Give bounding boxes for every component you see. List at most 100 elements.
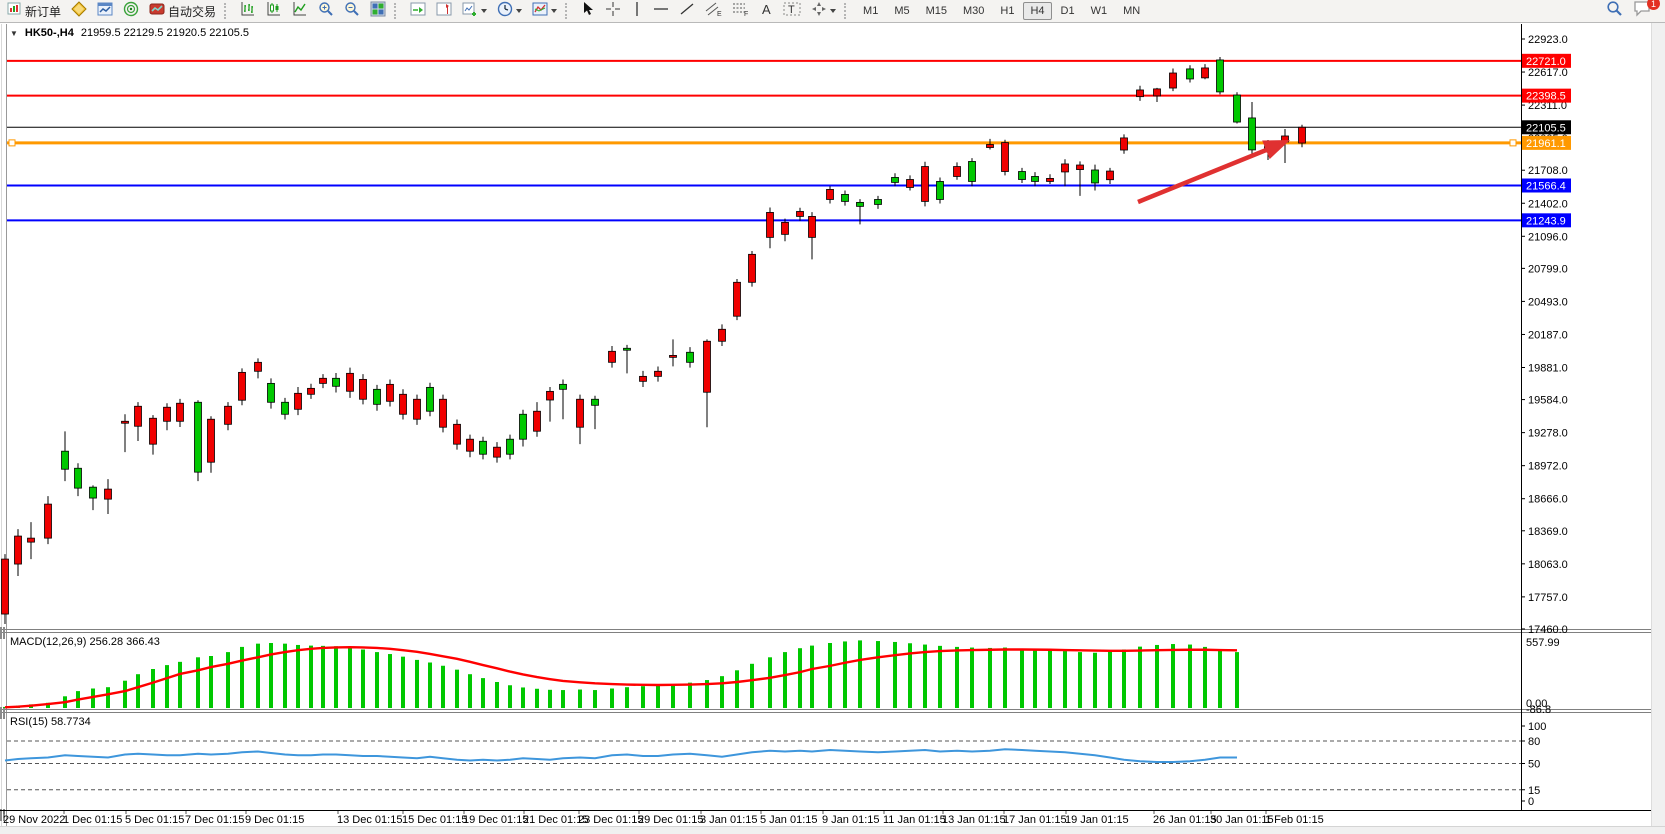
candlestick (623, 347, 631, 351)
price-axis-tick-label: 22311.0 (1528, 100, 1567, 112)
macd-histogram-bar (178, 661, 182, 708)
panel-resize-grip[interactable] (3, 627, 5, 639)
autotrading-button[interactable]: 自动交易 (145, 0, 220, 22)
new-chart-button[interactable] (458, 0, 491, 22)
toolbar-grip (394, 3, 401, 19)
time-axis-label: 19 Dec 01:15 (463, 814, 528, 826)
candlestick (519, 413, 527, 440)
timeframe-M30[interactable]: M30 (963, 5, 985, 17)
timeframe-H1[interactable]: H1 (1000, 5, 1015, 17)
price-axis-tick-label: 18666.0 (1528, 494, 1568, 506)
macd-histogram-bar (828, 643, 832, 708)
timeframe-M5[interactable]: M5 (894, 5, 910, 17)
panel-resize-grip[interactable] (0, 627, 2, 639)
text-label-icon: T (783, 1, 801, 22)
macd-histogram-bar (1203, 646, 1207, 708)
candlestick (654, 370, 662, 377)
macd-histogram-bar (810, 645, 814, 708)
candlestick (766, 212, 774, 238)
panel-resize-grip[interactable] (0, 809, 2, 821)
macd-histogram-bar (610, 688, 614, 708)
panel-resize-grip[interactable] (0, 707, 2, 719)
data-window-button[interactable] (93, 0, 117, 22)
rsi-indicator-label: RSI(15) 58.7734 (10, 716, 91, 728)
arrows-tool-button[interactable] (807, 0, 840, 22)
panel-resize-grip[interactable] (3, 809, 5, 821)
equidistant-channel-tool-button[interactable]: E (701, 0, 726, 22)
vertical-scrollbar[interactable] (1651, 23, 1665, 834)
chat-button[interactable]: 1 (1629, 0, 1660, 22)
price-axis-tick-label: 20799.0 (1528, 263, 1568, 275)
candlestick-mode-button[interactable] (262, 0, 286, 22)
time-axis-label: 15 Dec 01:15 (402, 814, 467, 826)
candlestick (207, 418, 215, 463)
templates-button[interactable] (528, 0, 561, 22)
bar-chart-mode-button[interactable] (236, 0, 260, 22)
hline-handle[interactable] (1509, 139, 1517, 147)
price-axis-tick-label: 19584.0 (1528, 395, 1568, 407)
price-axis-tick-label: 20187.0 (1528, 329, 1568, 341)
crosshair-tool-button[interactable] (601, 0, 625, 22)
candlestick (267, 382, 275, 403)
horizontal-line-icon (653, 2, 669, 20)
zoom-out-button[interactable] (340, 0, 364, 22)
text-tool-button[interactable]: A (755, 0, 777, 22)
macd-histogram-bar (1218, 649, 1222, 708)
market-watch-icon (71, 0, 87, 22)
macd-histogram-bar (893, 641, 897, 708)
candlestick (639, 375, 647, 382)
macd-histogram-bar (91, 688, 95, 708)
label-tool-button[interactable]: T (779, 0, 805, 22)
market-watch-button[interactable] (67, 0, 91, 22)
collapse-ohlc-toggle[interactable]: ▼ (10, 28, 18, 38)
toolbar-grip (224, 3, 231, 19)
new-order-button[interactable]: 新订单 (3, 0, 65, 22)
line-chart-mode-button[interactable] (288, 0, 312, 22)
candlestick (27, 537, 35, 543)
macd-histogram-bar (1063, 651, 1067, 708)
horizontal-line-tool-button[interactable] (649, 0, 673, 22)
trend-arrow-head[interactable] (1262, 131, 1294, 160)
price-axis-tick-label: 17460.0 (1528, 624, 1568, 636)
price-line-label: 21566.4 (1526, 180, 1566, 192)
price-line-label: 22105.5 (1526, 122, 1566, 134)
candlestick (44, 503, 52, 539)
timeframe-M15[interactable]: M15 (925, 5, 947, 17)
timeframe-M1[interactable]: M1 (863, 5, 879, 17)
hline-handle[interactable] (8, 139, 16, 147)
cursor-tool-button[interactable] (577, 0, 599, 22)
rsi-line (4, 748, 1237, 763)
toolbar-grip (565, 3, 572, 19)
candlestick (307, 387, 315, 395)
auto-scroll-button[interactable] (406, 0, 430, 22)
fibonacci-tool-button[interactable]: F (728, 0, 753, 22)
macd-histogram-bar (970, 647, 974, 708)
price-axis-tick-label: 22617.0 (1528, 67, 1568, 79)
vertical-line-tool-button[interactable] (627, 0, 647, 22)
time-axis-label: 9 Jan 01:15 (822, 814, 880, 826)
panel-resize-grip[interactable] (3, 707, 5, 719)
candlestick (856, 201, 864, 207)
tile-windows-button[interactable] (366, 0, 390, 22)
chart-shift-button[interactable] (432, 0, 456, 22)
timeframe-D1[interactable]: D1 (1060, 5, 1075, 17)
zoom-in-button[interactable] (314, 0, 338, 22)
search-button[interactable] (1602, 0, 1627, 22)
trend-arrow-shaft[interactable] (1137, 143, 1277, 205)
candlestick (14, 535, 22, 565)
candlestick (546, 390, 554, 401)
rsi-axis-label: 15 (1528, 785, 1540, 797)
macd-histogram-bar (348, 647, 352, 708)
macd-histogram-bar (548, 689, 552, 708)
candlestick (1153, 88, 1161, 97)
periods-button[interactable] (493, 0, 526, 22)
navigator-button[interactable] (119, 0, 143, 22)
timeframe-W1[interactable]: W1 (1090, 5, 1108, 17)
trendline-tool-button[interactable] (675, 0, 699, 22)
candlestick (104, 488, 112, 500)
timeframe-H4[interactable]: H4 (1023, 2, 1052, 20)
timeframe-MN[interactable]: MN (1123, 5, 1141, 17)
price-axis-tick-label: 19278.0 (1528, 428, 1568, 440)
price-axis-tick-label: 17757.0 (1528, 592, 1568, 604)
macd-histogram-bar (641, 686, 645, 708)
